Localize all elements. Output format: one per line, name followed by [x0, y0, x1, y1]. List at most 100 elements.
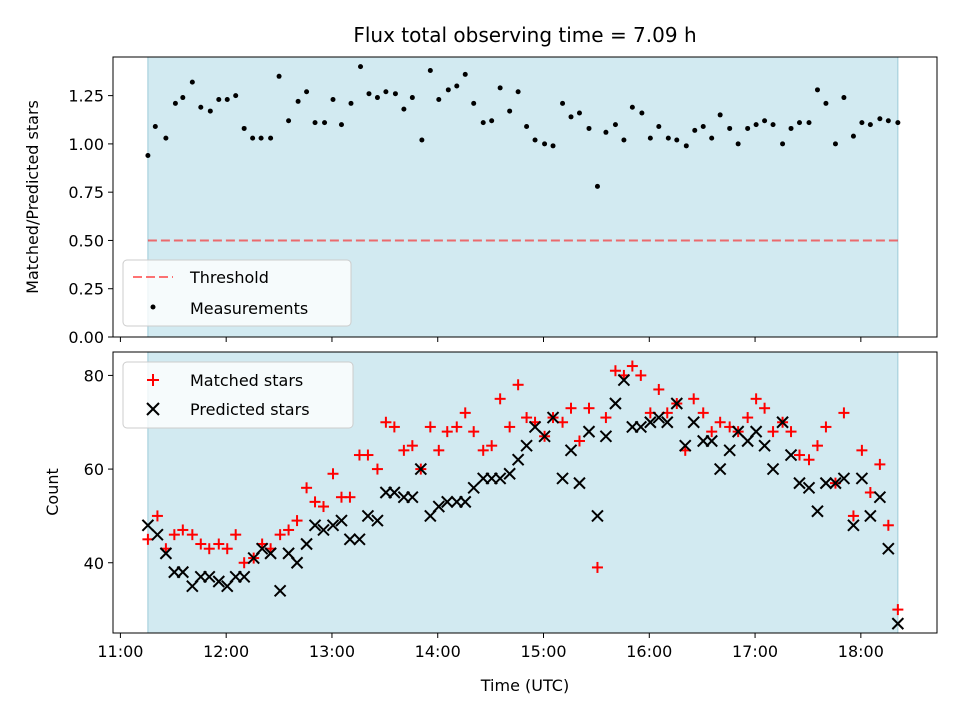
measurement-point [823, 100, 829, 106]
predicted-point [467, 481, 480, 495]
measurement-point [427, 68, 433, 74]
count-y-tick-label: 40 [84, 554, 104, 573]
measurement-point [717, 112, 723, 118]
predicted-point [644, 416, 657, 429]
predicted-point [609, 397, 622, 410]
ratio-y-axis-label: Matched/Predicted stars [23, 100, 42, 294]
predicted-point [819, 476, 833, 490]
count-y-tick-label: 60 [84, 460, 104, 479]
ratio-y-tick-label: 1.25 [68, 87, 104, 106]
measurement-point [639, 110, 645, 116]
matched-point [151, 510, 163, 522]
predicted-point [459, 495, 472, 509]
chart-title: Flux total observing time = 7.09 h [353, 23, 696, 47]
measurement-point [542, 141, 548, 147]
x-tick-label: 16:00 [626, 642, 672, 661]
measurement-point [198, 104, 204, 110]
predicted-point [599, 430, 613, 443]
ratio-panel-frame [112, 56, 938, 338]
measurement-point [401, 106, 407, 112]
matched-point [565, 402, 577, 414]
predicted-point [802, 481, 816, 495]
measurement-point [621, 137, 627, 143]
predicted-point [273, 584, 287, 598]
matched-point [512, 379, 524, 391]
predicted-point [617, 373, 631, 387]
predicted-point [731, 425, 745, 438]
predicted-point [317, 523, 330, 537]
measurement-point [576, 110, 582, 116]
measurement-point [683, 143, 689, 149]
legend-measurements-label: Measurements [190, 299, 308, 318]
count-y-tick-label: 80 [84, 366, 104, 385]
predicted-point [811, 505, 824, 518]
predicted-point [520, 439, 533, 452]
predicted-point [634, 420, 648, 434]
predicted-point [255, 542, 269, 555]
count-panel-frame [112, 351, 938, 634]
measurement-point [286, 118, 292, 124]
matched-point [811, 440, 823, 452]
measurement-point [515, 89, 521, 95]
predicted-point [749, 425, 763, 438]
matched-point [213, 538, 225, 550]
measurement-point [877, 116, 883, 122]
predicted-point [528, 420, 542, 434]
matched-point [874, 458, 886, 470]
predicted-point [784, 448, 798, 462]
measurement-point [172, 100, 178, 106]
matched-point [714, 416, 726, 428]
x-tick-label: 13:00 [309, 642, 355, 661]
matched-point [653, 383, 665, 395]
measurement-point [445, 87, 451, 93]
matched-point [283, 524, 295, 536]
measurement-point [330, 96, 336, 102]
measurement-point [692, 127, 698, 133]
measurement-point [497, 85, 503, 91]
x-tick-label: 17:00 [732, 642, 778, 661]
predicted-point [388, 486, 401, 499]
predicted-point [591, 509, 604, 523]
matched-point [203, 543, 215, 555]
matched-point [759, 402, 771, 414]
predicted-point [414, 462, 428, 476]
measurement-point [586, 125, 592, 131]
predicted-point [159, 547, 173, 560]
matched-point [441, 426, 453, 438]
measurement-point [480, 120, 486, 126]
matched-point [221, 543, 233, 555]
matched-point [793, 449, 805, 461]
ratio-y-tick-label: 0.00 [68, 328, 104, 347]
matched-point [301, 482, 313, 494]
predicted-point [141, 519, 155, 532]
measurement-point [832, 141, 838, 147]
matched-point [168, 529, 180, 541]
legend-threshold-label: Threshold [189, 268, 269, 287]
measurement-point [392, 91, 398, 97]
measurement-point [462, 71, 468, 77]
matched-point [600, 412, 612, 424]
matched-point [635, 369, 647, 381]
measurement-point [471, 100, 477, 106]
measurement-point [753, 122, 759, 128]
matched-point [521, 412, 533, 424]
matched-point [388, 421, 400, 433]
predicted-point [493, 472, 507, 485]
matched-point [847, 510, 859, 522]
count-panel: 40 60 80 11:00 12:00 13:00 14:00 15:00 16:00 17:… [43, 351, 938, 695]
matched-point [820, 421, 832, 433]
measurement-point [665, 135, 671, 141]
predicted-point [151, 528, 164, 541]
x-tick-label: 12:00 [203, 642, 249, 661]
measurement-point [348, 100, 354, 106]
measurement-point [358, 64, 364, 70]
predicted-point [326, 519, 340, 532]
measurement-point [594, 183, 600, 189]
matched-point [609, 365, 621, 377]
matched-point [230, 529, 242, 541]
matched-point [785, 426, 797, 438]
ratio-y-tick-label: 0.25 [68, 280, 104, 299]
measurement-point [419, 137, 425, 143]
measurement-point [409, 95, 415, 101]
predicted-point [723, 444, 736, 457]
